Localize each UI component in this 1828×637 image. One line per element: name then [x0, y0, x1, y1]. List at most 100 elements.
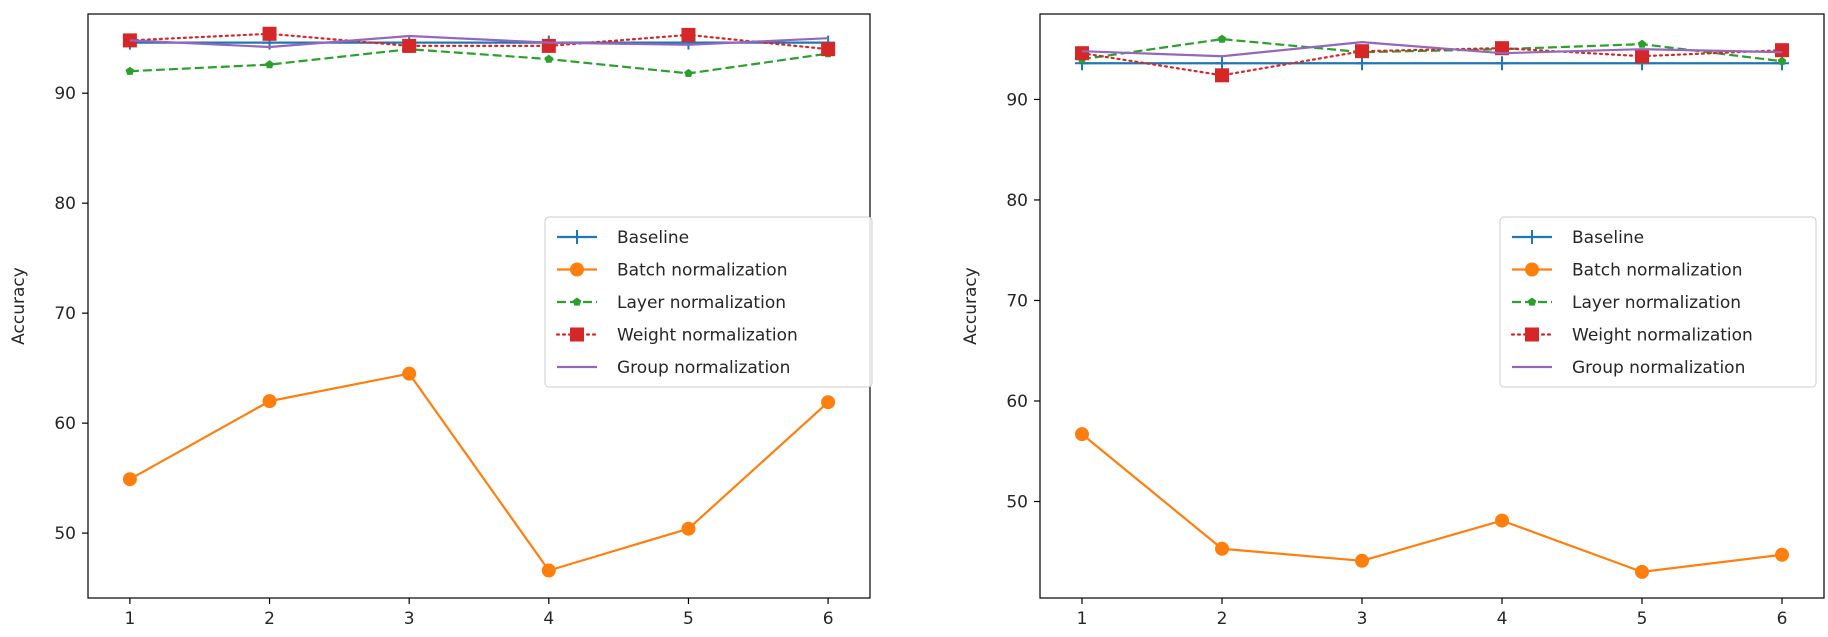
- x-tick-label: 6: [1777, 609, 1788, 629]
- legend-item: Baseline: [557, 228, 689, 248]
- plot-frame: [1039, 13, 1825, 599]
- series-group-normalization: [1081, 41, 1783, 58]
- legend-item: Baseline: [1512, 228, 1644, 248]
- x-tick-label: 2: [1217, 609, 1228, 629]
- legend-item: Group normalization: [1512, 358, 1745, 378]
- x-tick-label: 3: [1357, 609, 1368, 629]
- legend-label: Layer normalization: [617, 293, 786, 313]
- data-point: [821, 395, 836, 410]
- data-point: [265, 60, 274, 69]
- legend-label: Batch normalization: [617, 261, 787, 281]
- x-tick-label: 3: [404, 609, 415, 629]
- data-point: [1215, 68, 1229, 83]
- legend-marker: [1525, 262, 1539, 277]
- data-point: [402, 38, 417, 53]
- data-point: [262, 26, 277, 41]
- legend-label: Weight normalization: [617, 326, 798, 346]
- x-tick-label: 5: [683, 609, 694, 629]
- series-line: [129, 34, 829, 49]
- legend-item: Group normalization: [557, 358, 790, 378]
- legend: Baseline Batch normalization Layer normali…: [544, 216, 873, 388]
- x-tick-label: 4: [543, 609, 554, 629]
- data-point: [681, 521, 696, 536]
- data-point: [125, 66, 135, 75]
- legend: Baseline Batch normalization Layer normali…: [1499, 216, 1817, 388]
- y-tick-label: 50: [1006, 493, 1028, 513]
- y-axis-label: Accuracy: [9, 267, 29, 345]
- series-line: [1081, 41, 1783, 58]
- data-point: [262, 394, 277, 409]
- x-tick-label: 6: [823, 609, 834, 629]
- series-line: [129, 372, 829, 572]
- chart-panel-right: 1 2 3 4 5 6 50 60 70 80 90 Accuracy Baseline Batch no…: [961, 13, 1825, 629]
- y-tick-label: 90: [1006, 90, 1028, 110]
- data-point: [1777, 56, 1787, 65]
- legend-frame: [1499, 216, 1817, 388]
- data-point: [1355, 44, 1369, 59]
- legend-label: Batch normalization: [1572, 261, 1742, 281]
- y-tick-label: 80: [1006, 191, 1028, 211]
- data-point: [541, 38, 556, 53]
- data-point: [1215, 541, 1229, 556]
- legend-label: Baseline: [617, 228, 689, 248]
- legend-marker: [1525, 327, 1539, 342]
- y-axis-label: Accuracy: [961, 267, 981, 345]
- legend-item: Weight normalization: [555, 326, 798, 346]
- data-point: [684, 68, 693, 78]
- y-tick-label: 90: [54, 84, 76, 104]
- legend-frame: [544, 216, 873, 388]
- series-weight-normalization: [122, 26, 836, 57]
- series-line: [1081, 433, 1783, 573]
- data-point: [821, 42, 836, 57]
- legend-item: Weight normalization: [1510, 326, 1753, 346]
- x-tick-label: 1: [1077, 609, 1088, 629]
- y-tick-label: 60: [1006, 392, 1028, 412]
- series-line: [128, 32, 830, 51]
- y-tick-label: 50: [54, 524, 76, 544]
- chart-panel-left: 1 2 3 4 5 6 50 60 70 80 90 Accuracy Baseline Batch no…: [9, 13, 873, 629]
- legend-marker: [570, 262, 584, 277]
- series-line: [1080, 47, 1784, 77]
- data-point: [1775, 547, 1789, 562]
- data-point: [1075, 46, 1089, 61]
- y-tick-label: 60: [54, 414, 76, 434]
- legend-item: Batch normalization: [1512, 261, 1742, 281]
- legend-item: Layer normalization: [1512, 293, 1741, 313]
- legend-marker: [570, 327, 584, 342]
- legend-label: Group normalization: [1572, 358, 1745, 378]
- series-weight-normalization: [1075, 41, 1789, 83]
- data-point: [681, 27, 696, 42]
- x-tick-label: 4: [1497, 609, 1508, 629]
- data-point: [402, 366, 417, 381]
- legend-label: Weight normalization: [1572, 326, 1753, 346]
- data-point: [1637, 39, 1647, 48]
- data-point: [1495, 513, 1509, 528]
- data-point: [1217, 34, 1227, 43]
- legend-marker: [1527, 297, 1537, 306]
- legend-label: Group normalization: [617, 358, 790, 378]
- data-point: [1635, 49, 1649, 64]
- x-tick-label: 1: [124, 609, 135, 629]
- y-tick-label: 70: [54, 304, 76, 324]
- data-point: [544, 54, 554, 63]
- data-point: [541, 563, 556, 578]
- x-tick-label: 5: [1637, 609, 1648, 629]
- y-tick-label: 70: [1006, 291, 1028, 311]
- series-group-normalization: [129, 34, 829, 49]
- series-line: [129, 48, 829, 75]
- series-batch-normalization: [1075, 427, 1789, 579]
- series-batch-normalization: [122, 366, 836, 578]
- series-layer-normalization: [125, 44, 833, 78]
- x-tick-label: 2: [264, 609, 275, 629]
- data-point: [1355, 553, 1369, 568]
- data-point: [1635, 564, 1649, 579]
- data-point: [122, 472, 137, 487]
- y-tick-label: 80: [54, 194, 76, 214]
- series-baseline: [1075, 56, 1789, 71]
- legend-item: Batch normalization: [557, 261, 787, 281]
- data-point: [1775, 43, 1789, 58]
- data-point: [1495, 41, 1509, 56]
- legend-item: Layer normalization: [557, 293, 786, 313]
- data-point: [1075, 427, 1089, 442]
